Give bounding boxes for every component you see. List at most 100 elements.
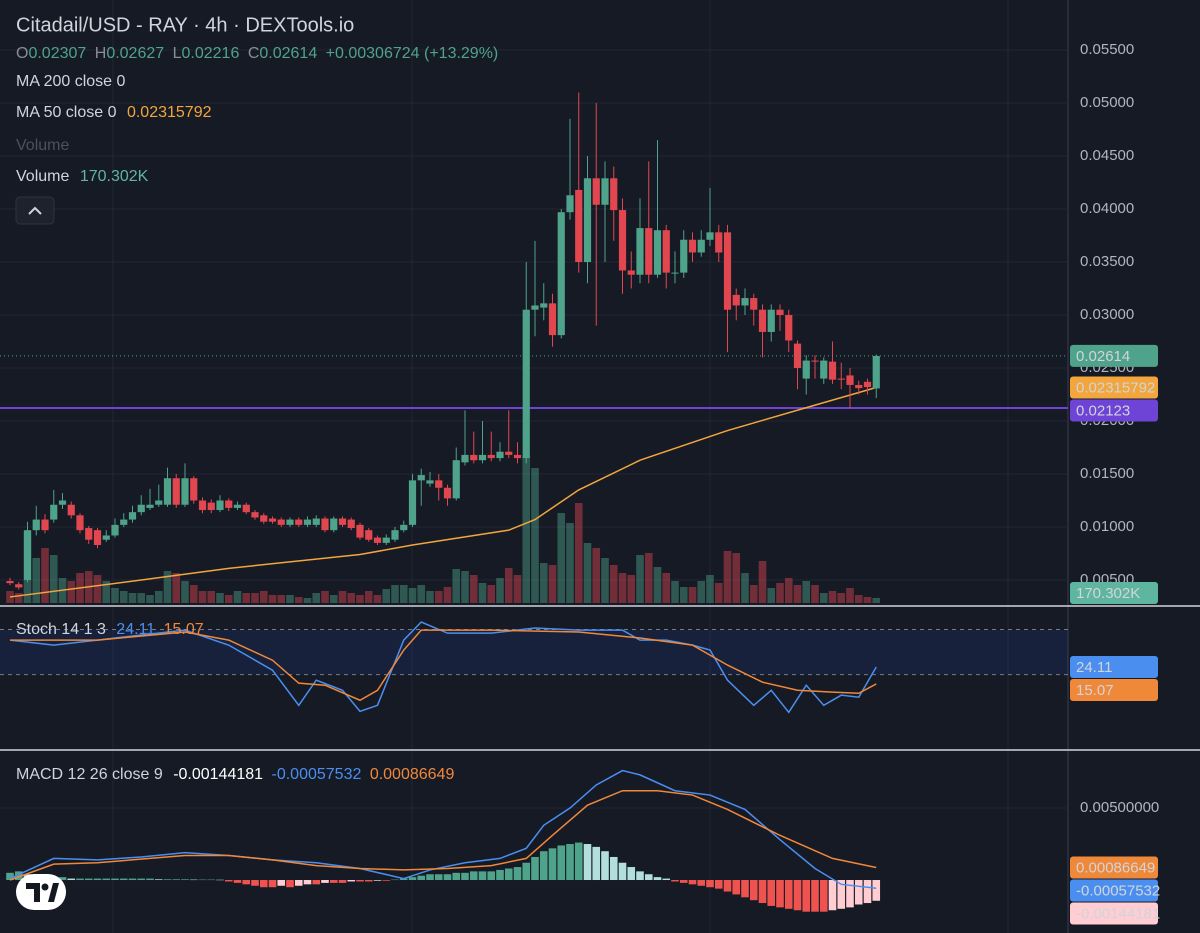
hline-price-label: 0.02123 [1076,402,1130,419]
volume-bar [662,573,671,603]
legend-value: -0.00057532 [272,766,362,783]
volume-bar [609,565,618,603]
volume-bar [294,597,303,603]
histogram-bar [469,871,478,881]
volume-bar [522,455,531,603]
candle-body [671,272,679,274]
collapse-button[interactable] [15,196,55,225]
histogram-bar [627,867,636,881]
volume-bar [259,591,268,603]
stoch-band [0,629,1068,675]
histogram-bar [461,872,469,881]
histogram-bar [233,880,242,883]
histogram-bar [242,880,251,885]
candle-body [295,519,303,525]
legend-name: MA 50 close 0 [16,104,117,121]
candle-body [645,228,653,275]
stoch-value-label-box [1070,655,1158,678]
volume-bar [216,593,224,603]
volume-bar [513,575,522,603]
candle-body [837,378,845,380]
histogram-bar [513,867,522,881]
y-tick-label: 0.03500 [1080,253,1134,270]
histogram-bar [154,879,163,881]
stoch-value-label-box [1070,678,1158,701]
legend-name: Stoch 14 1 3 [16,621,106,638]
volume-bar [119,591,128,603]
candle-body [120,519,128,525]
histogram-bar [84,878,93,881]
candle-body [137,504,145,513]
candle-body [566,195,574,213]
volume-bar [233,591,242,603]
volume-bar [207,591,216,603]
histogram-bar [321,880,329,883]
candle-body [802,360,810,379]
volume-bar [627,575,636,603]
volume-bar [41,548,49,603]
candle-body [365,530,373,540]
histogram-bar [6,872,14,881]
volume-bar [697,581,706,603]
histogram-bar [268,880,277,888]
histogram-bar [14,871,23,881]
macd-value-label: -0.00057532 [1076,883,1160,900]
volume-bar [32,558,41,603]
histogram-bar [426,874,434,881]
candle-body [855,384,863,389]
volume-bar [653,567,662,603]
ma50-legend: MA 50 close 0 0.02315792 [16,104,212,121]
volume-bar [408,588,417,603]
histogram-bar [583,844,592,881]
histogram-bar [653,877,662,881]
candle-body [706,232,714,240]
histogram-bar [286,880,294,888]
volume-bar [636,555,644,603]
histogram-bar [548,848,557,881]
volume-bar [644,553,653,603]
volume-bar [6,591,14,603]
ma-price-label-box [1070,376,1158,399]
hline-price-label-box [1070,399,1158,422]
candle-body [592,178,600,205]
candle-body [286,519,294,525]
volume-bar [434,591,443,603]
histogram-bar [443,874,452,881]
volume-bar [242,593,251,603]
ohlc-value: 0.02627 [106,45,164,62]
histogram-bar [294,880,303,886]
logo-mark [48,883,59,902]
volume-bar [321,591,329,603]
volume-bar [469,575,478,603]
volume-bar [399,585,408,603]
volume-bar [49,555,58,603]
volume-bar [443,587,452,603]
volume-bar [706,575,714,603]
volume-bar [163,571,172,603]
candle-body [268,518,277,522]
histogram-bar [312,880,321,885]
volume-bar [566,523,574,603]
candle-body [513,454,522,459]
volume-bar [382,589,391,603]
button-frame[interactable] [15,196,55,225]
candle-body [207,502,215,511]
histogram-bar [137,878,146,881]
volume-bar [181,581,189,603]
ohlc-value: 0.02307 [28,45,86,62]
candle-body [172,478,180,505]
candle-body [111,524,119,536]
histogram-bar [592,846,601,881]
candle-body [522,309,530,459]
volume-bar [452,569,461,603]
last-price-label: 0.02614 [1076,348,1130,365]
y-tick-label: 0.04500 [1080,147,1134,164]
logo-mark [26,883,40,902]
candle-body [653,230,662,275]
volume-bar [802,581,811,603]
candle-body [601,178,609,205]
volume-bar [776,583,784,603]
candle-body [181,478,189,505]
candle-body [583,178,592,263]
